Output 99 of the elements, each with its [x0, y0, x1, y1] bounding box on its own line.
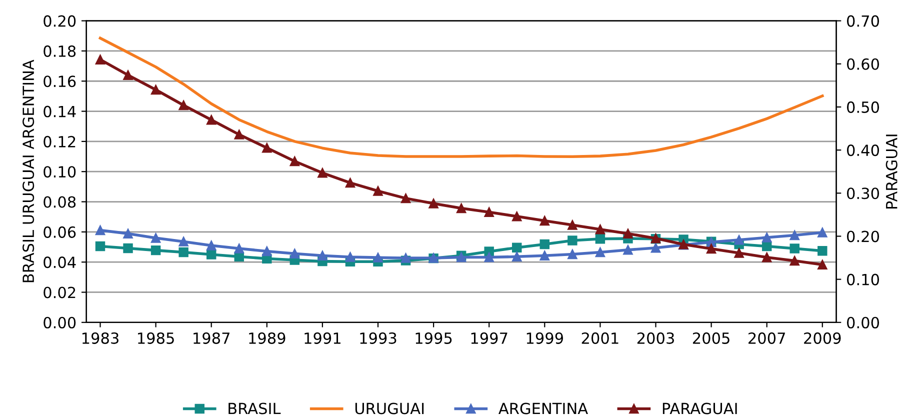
point	[540, 250, 550, 260]
point	[123, 243, 133, 254]
x-tick-label: 2009	[804, 332, 841, 344]
point	[290, 156, 300, 166]
x-tick-label: 1987	[194, 332, 230, 344]
y-tick-label: 0.10	[44, 166, 76, 178]
point	[790, 256, 800, 266]
y-tick-label: 0.16	[44, 76, 76, 88]
point	[262, 143, 272, 153]
x-tick-label: 2003	[637, 332, 674, 344]
x-tick-label: 1997	[471, 332, 508, 344]
y-tick-label: 0.18	[44, 45, 76, 57]
y-tick-label: 0.04	[44, 256, 76, 268]
point	[262, 246, 272, 256]
point	[706, 244, 716, 254]
point	[762, 232, 772, 242]
y2-tick-label: 0.70	[847, 15, 880, 27]
point	[95, 241, 106, 252]
point	[206, 240, 216, 250]
y2-axis-title: PARAGUAI	[886, 134, 898, 209]
point	[373, 252, 383, 262]
point	[568, 236, 578, 246]
y-tick-label: 0.08	[44, 196, 76, 208]
point	[345, 178, 356, 188]
x-tick-label: 1985	[138, 332, 174, 344]
point	[790, 230, 800, 240]
x-tick-label: 2005	[692, 332, 730, 344]
point	[206, 115, 216, 125]
point	[512, 212, 522, 222]
point	[762, 252, 772, 262]
legend-label: URUGUAI	[355, 402, 424, 414]
point	[650, 243, 661, 253]
point	[568, 220, 578, 230]
point	[540, 239, 550, 250]
point	[818, 260, 828, 270]
point	[456, 203, 466, 214]
point	[484, 207, 494, 217]
point	[178, 236, 188, 246]
point	[818, 246, 828, 256]
point	[123, 70, 133, 80]
y2-tick-label: 0.50	[847, 101, 880, 113]
y-tick-label: 0.06	[44, 226, 76, 238]
x-tick-label: 1983	[82, 332, 118, 344]
point	[568, 249, 578, 260]
point	[150, 84, 161, 95]
point	[178, 247, 188, 258]
point	[400, 193, 411, 204]
point	[734, 235, 744, 245]
point	[150, 245, 161, 256]
y2-tick-label: 0.20	[847, 230, 880, 242]
point	[400, 253, 411, 263]
point	[623, 245, 633, 255]
legend-label: PARAGUAI	[662, 402, 737, 414]
line-series	[98, 36, 824, 158]
x-tick-label: 1991	[304, 332, 340, 344]
x-tick-label: 2007	[748, 332, 785, 344]
point	[318, 250, 328, 260]
point	[595, 224, 606, 234]
point	[150, 233, 161, 243]
point	[318, 168, 328, 178]
point	[484, 252, 494, 262]
point	[178, 100, 188, 110]
x-tick-label: 1995	[416, 332, 452, 344]
point	[623, 228, 633, 239]
point	[290, 248, 300, 258]
point	[540, 216, 550, 226]
point	[206, 250, 216, 260]
point	[345, 252, 356, 262]
y2-tick-label: 0.00	[847, 316, 880, 328]
point	[595, 234, 606, 244]
x-tick-label: 1989	[249, 332, 286, 344]
y2-tick-label: 0.10	[847, 274, 880, 286]
point	[818, 228, 828, 238]
point	[595, 247, 606, 258]
point	[95, 54, 106, 64]
legend-label: BRASIL	[228, 402, 281, 414]
point	[512, 252, 522, 262]
point	[234, 130, 244, 140]
point	[512, 242, 522, 252]
y2-tick-label: 0.60	[847, 58, 880, 70]
y2-tick-label: 0.30	[847, 188, 880, 200]
y2-tick-label: 0.40	[847, 144, 880, 156]
point	[734, 248, 744, 258]
point	[95, 225, 106, 236]
y-tick-label: 0.14	[44, 106, 76, 118]
point	[790, 244, 800, 254]
point	[234, 244, 244, 254]
y-tick-label: 0.12	[44, 136, 76, 148]
y-tick-label: 0.02	[44, 286, 76, 298]
x-tick-label: 2001	[582, 332, 618, 344]
point	[428, 198, 438, 208]
legend-label: ARGENTINA	[498, 402, 588, 414]
y-axis-title: BRASIL URUGUAI ARGENTINA	[22, 60, 34, 282]
point	[123, 228, 133, 238]
x-tick-label: 1999	[526, 332, 564, 344]
point	[373, 186, 383, 196]
y-tick-label: 0.00	[44, 316, 76, 328]
x-tick-label: 1993	[360, 332, 396, 344]
y-tick-label: 0.20	[44, 15, 76, 27]
